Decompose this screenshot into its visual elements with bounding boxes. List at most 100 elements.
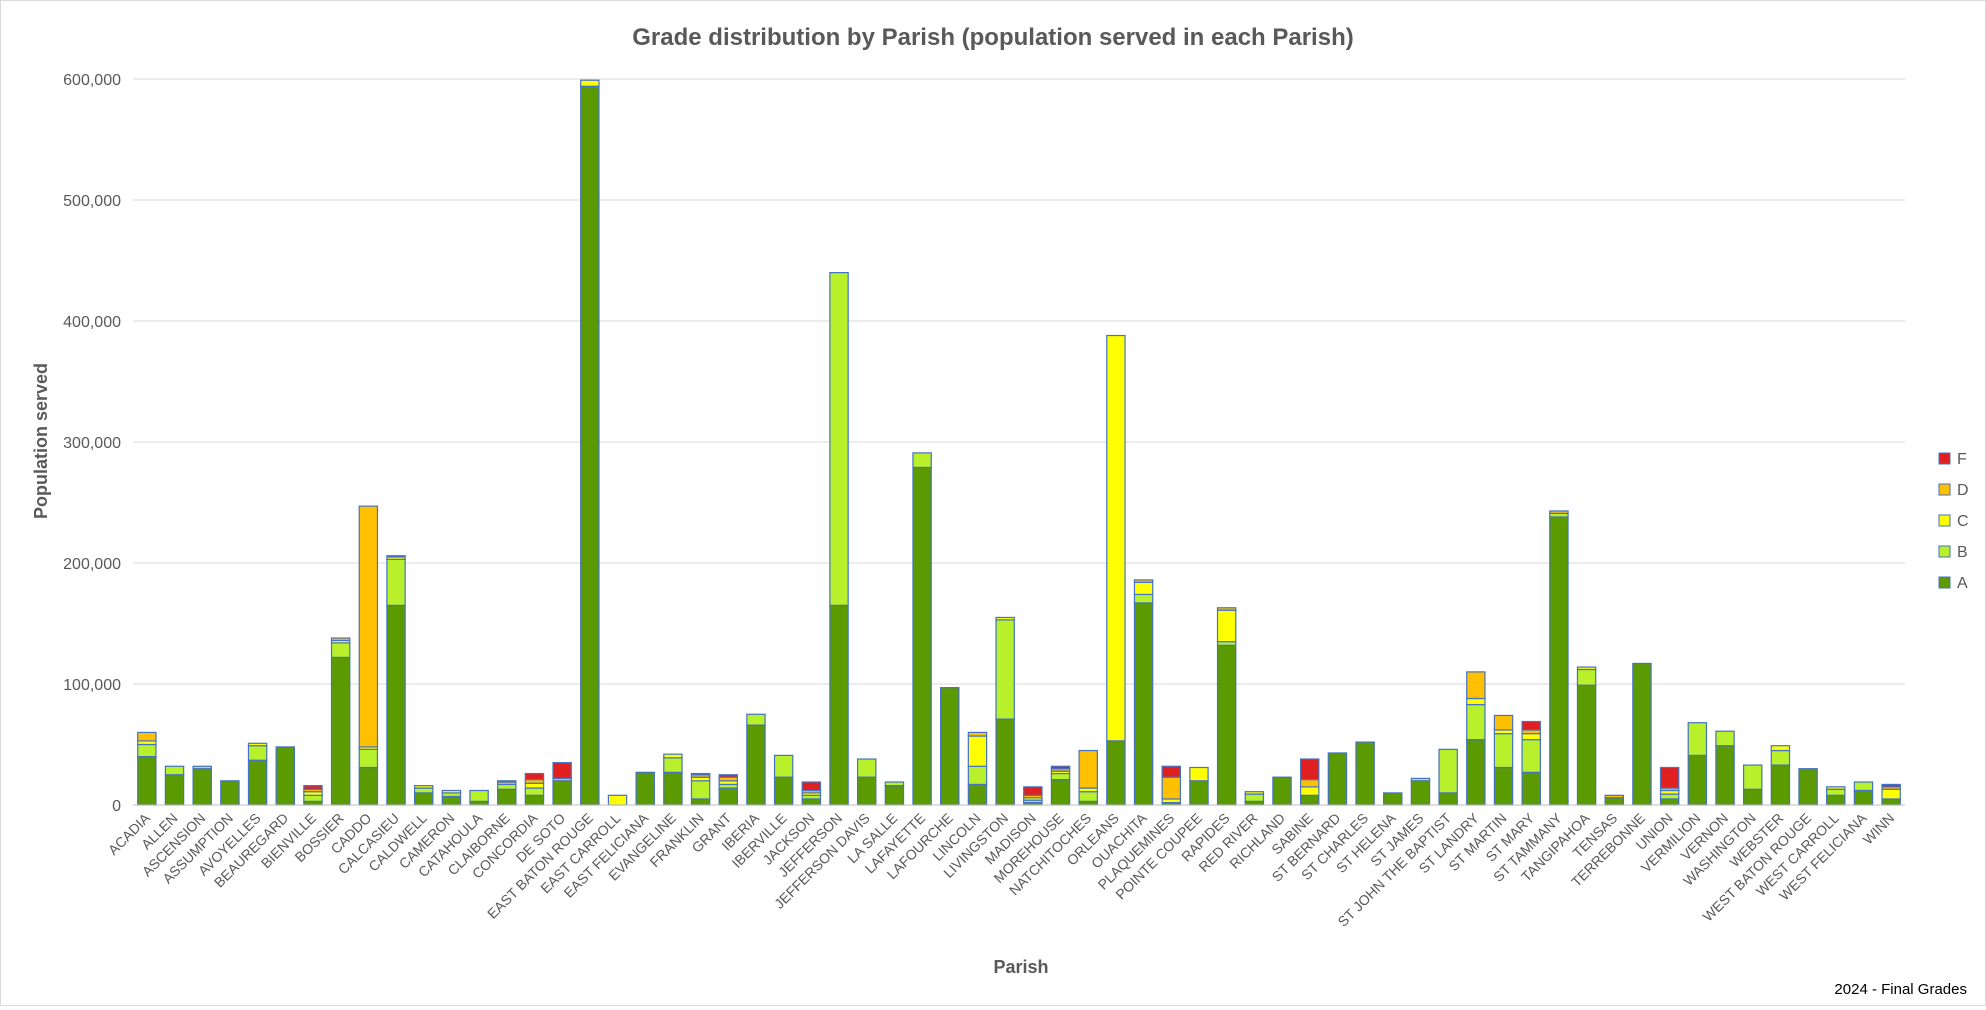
bar-segment-a: [1881, 798, 1901, 806]
legend-item-d: D: [1938, 482, 1969, 499]
bar-segment-b: [1742, 764, 1763, 790]
bar-segment-a: [1853, 789, 1874, 806]
bar-segment-c: [1299, 786, 1320, 796]
bar-segment-b: [247, 745, 268, 761]
legend-label: C: [1957, 513, 1969, 530]
bar-segment-a: [1466, 739, 1486, 806]
legend-label: A: [1957, 575, 1968, 592]
footnote: 2024 - Final Grades: [1834, 981, 1967, 998]
bar-segment-b: [1466, 703, 1486, 741]
bar-segment-a: [1438, 792, 1458, 806]
bar-segment-b: [773, 754, 794, 778]
bar-segment-d: [1078, 749, 1098, 789]
bar-segment-a: [1632, 662, 1652, 806]
bar-segment-a: [1410, 780, 1431, 806]
legend-swatch: [1938, 452, 1951, 465]
bar-segment-a: [1272, 776, 1292, 806]
bar-segment-a: [580, 85, 600, 806]
bar-segment-a: [137, 755, 157, 806]
bar-segment-a: [1133, 602, 1154, 806]
bar-segment-b: [303, 794, 323, 802]
bar-segment-f: [1659, 766, 1680, 789]
legend-label: B: [1957, 544, 1968, 561]
bar-segment-a: [552, 780, 572, 806]
legend-label: D: [1957, 482, 1969, 499]
bar-segment-a: [1216, 644, 1237, 806]
bar-segment-c: [1189, 766, 1209, 782]
bar-segment-a: [829, 604, 849, 806]
bar-segment-d: [1549, 510, 1569, 514]
bar-segment-a: [192, 768, 212, 806]
bar-segment-f: [1050, 765, 1071, 770]
bar-segment-f: [1161, 765, 1182, 778]
bar-segment-c: [413, 785, 434, 789]
bar-segment-b: [1576, 668, 1597, 686]
y-tick-label: 500,000: [63, 193, 121, 210]
bar-segment-a: [1521, 771, 1541, 806]
bar-segment-f: [718, 774, 739, 778]
bar-segment-b: [1244, 793, 1265, 802]
bar-segment-d: [1466, 671, 1486, 700]
bar-segment-c: [607, 794, 628, 806]
bar-segment-a: [884, 785, 905, 806]
bar-segment-f: [1023, 786, 1043, 796]
bar-segment-a: [995, 718, 1015, 806]
bar-segment-d: [330, 637, 351, 642]
bar-segment-a: [1050, 778, 1071, 806]
bar-segment-a: [1106, 740, 1126, 806]
bar-segment-a: [635, 771, 655, 806]
bar-segment-c: [1881, 788, 1901, 800]
bar-segment-c: [1244, 791, 1265, 795]
bar-segment-b: [856, 758, 877, 778]
bar-segment-b: [413, 787, 434, 794]
legend-swatch: [1938, 576, 1951, 589]
bar-segment-c: [441, 789, 462, 794]
bar-segment-b: [690, 780, 711, 800]
bar-segment-f: [690, 772, 711, 776]
bar-segment-a: [247, 759, 268, 806]
bar-segment-b: [1493, 733, 1514, 769]
bar-segment-b: [1050, 772, 1071, 781]
bar-segment-c: [580, 79, 600, 87]
legend-item-c: C: [1938, 513, 1969, 530]
chart-title: Grade distribution by Parish (population…: [632, 24, 1353, 51]
bar-segment-a: [663, 771, 683, 806]
bar-segment-f: [1881, 783, 1901, 788]
bar-segment-c: [1106, 334, 1126, 742]
y-tick-label: 600,000: [63, 72, 121, 89]
bar-segment-a: [1770, 764, 1791, 806]
bar-segment-a: [967, 783, 988, 806]
bar-segment-d: [358, 505, 379, 748]
x-axis-label: Parish: [993, 957, 1048, 977]
bar-segment-a: [386, 604, 406, 806]
bar-segment-a: [1327, 752, 1348, 806]
bar-segment-f: [303, 785, 323, 790]
bar-segment-b: [829, 272, 849, 606]
bar-segment-a: [1604, 797, 1625, 806]
bar-segment-a: [1715, 745, 1735, 806]
bar-segment-a: [912, 466, 932, 806]
legend-swatch: [1938, 545, 1951, 558]
bar-segment-b: [663, 757, 683, 773]
bar-segment-b: [1438, 748, 1458, 794]
bar-segment-f: [1299, 758, 1320, 781]
bar-segment-f: [801, 781, 822, 792]
bar-segment-b: [884, 781, 905, 787]
bar-segment-f: [524, 772, 545, 781]
bar-segment-a: [940, 687, 960, 806]
bar-segment-b: [995, 619, 1015, 720]
bar-segment-b: [746, 713, 766, 726]
bar-segment-b: [164, 765, 185, 776]
bar-segment-b: [1078, 791, 1098, 802]
y-tick-label: 100,000: [63, 677, 121, 694]
bar-segment-d: [967, 731, 988, 737]
bar-segment-a: [330, 656, 351, 806]
x-axis-tick-labels: ACADIAALLENASCENSIONASSUMPTIONAVOYELLESB…: [105, 809, 1897, 929]
bar-segment-a: [1742, 788, 1763, 806]
bar-segment-a: [690, 798, 711, 806]
bar-segment-b: [1133, 593, 1154, 604]
y-tick-label: 200,000: [63, 556, 121, 573]
bar-segment-a: [801, 798, 822, 806]
bar-segment-f: [552, 762, 572, 779]
bar-segment-c: [967, 735, 988, 767]
